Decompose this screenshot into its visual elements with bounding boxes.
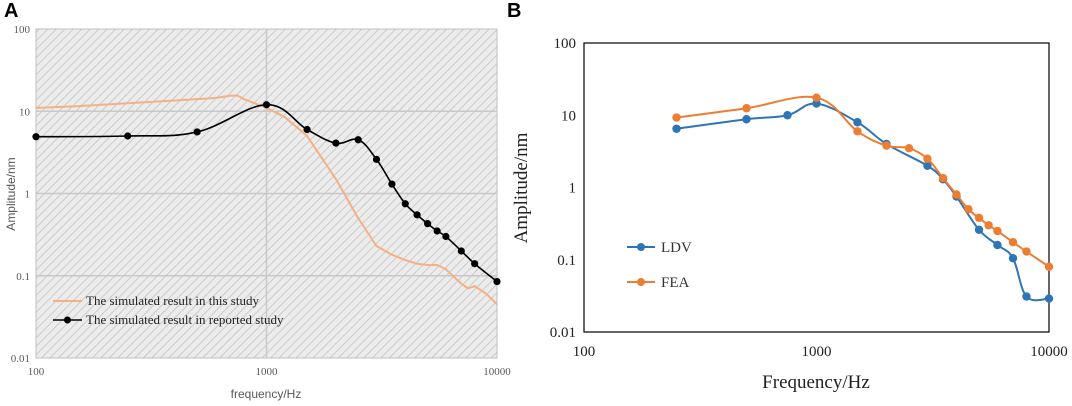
legend-b-label-ldv: LDV — [661, 240, 692, 256]
data-point — [923, 154, 932, 163]
data-point — [471, 260, 479, 268]
chart-b-x-tick-label: 1000 — [802, 344, 832, 360]
chart-a-y-tick-labels: 0.01 0.1 1 10 100 — [11, 24, 31, 365]
data-point — [923, 161, 932, 170]
data-point — [904, 143, 914, 153]
chart-a-y-axis-label: Amplitude/nm — [4, 157, 18, 230]
chart-b-y-tick-label: 0.01 — [550, 325, 576, 341]
chart-b-y-tick-label: 0.1 — [557, 253, 576, 269]
data-point — [853, 127, 862, 136]
chart-a-y-tick-label: 1 — [25, 189, 31, 201]
data-point — [672, 124, 681, 133]
chart-b-x-tick-label: 100 — [573, 344, 596, 360]
chart-b-x-tick-labels: 100 1000 10000 — [573, 344, 1068, 360]
data-point — [742, 115, 751, 124]
data-point — [303, 125, 311, 134]
chart-a-y-tick-label: 0.1 — [16, 271, 30, 283]
chart-b-y-tick-label: 10 — [561, 108, 576, 124]
data-point — [388, 180, 396, 188]
chart-b-legend: LDV FEA — [627, 240, 692, 291]
data-point — [984, 221, 993, 230]
chart-b-series — [672, 93, 1054, 303]
data-point — [1044, 294, 1054, 303]
chart-a-y-tick-label: 0.01 — [11, 353, 30, 365]
chart-a-y-tick-label: 10 — [19, 106, 31, 118]
data-point — [262, 101, 271, 109]
data-point — [1022, 292, 1031, 301]
data-point — [742, 104, 751, 113]
data-point — [193, 128, 201, 136]
data-point — [672, 113, 681, 122]
data-point — [413, 211, 421, 219]
panel-label-a: A — [4, 0, 18, 22]
data-point — [493, 277, 501, 286]
chart-a-x-tick-labels: 100 1000 10000 — [28, 366, 512, 378]
chart-a-series — [32, 94, 501, 305]
panel-label-b: B — [507, 0, 521, 22]
data-point — [1044, 262, 1054, 271]
chart-a-x-tick-label: 1000 — [256, 366, 279, 378]
legend-b-label-fea: FEA — [661, 275, 690, 291]
data-point — [332, 139, 340, 147]
legend-b-marker-ldv — [637, 243, 645, 251]
data-point — [964, 205, 973, 214]
chart-a-y-tick-label: 100 — [14, 24, 31, 36]
legend-a-label-reported: The simulated result in reported study — [86, 312, 284, 327]
data-point — [882, 141, 891, 150]
data-point — [32, 133, 40, 141]
data-point — [812, 99, 821, 108]
series-line-ldv — [676, 102, 1050, 302]
legend-a-marker-reported — [64, 316, 71, 324]
data-point — [993, 226, 1002, 236]
data-point — [372, 155, 381, 163]
legend-b-marker-fea — [637, 278, 645, 286]
data-point — [938, 173, 948, 183]
chart-b-y-tick-label: 1 — [569, 181, 577, 197]
data-point — [1022, 247, 1031, 256]
data-point — [1008, 254, 1018, 263]
chart-a-x-tick-label: 10000 — [483, 366, 511, 378]
chart-a-gridlines — [36, 29, 497, 358]
data-point — [124, 132, 132, 140]
data-point — [401, 200, 409, 208]
data-point — [853, 118, 862, 127]
data-point — [1008, 237, 1018, 247]
data-point — [457, 247, 465, 255]
chart-b-y-axis-label: Amplitude/nm — [511, 132, 532, 243]
data-point — [993, 240, 1002, 250]
data-point — [974, 213, 984, 223]
chart-b-y-tick-labels: 0.01 0.1 1 10 100 — [550, 36, 576, 341]
chart-b-plot-area — [583, 42, 1050, 333]
chart-a-x-axis-label: frequency/Hz — [231, 387, 302, 401]
data-point — [974, 225, 984, 234]
data-point — [952, 190, 961, 199]
legend-a-label-this-study: The simulated result in this study — [86, 293, 259, 308]
series-line-fea — [676, 95, 1050, 268]
chart-b-y-tick-label: 100 — [554, 36, 577, 52]
data-point — [433, 227, 441, 235]
chart-b-x-tick-label: 10000 — [1030, 344, 1068, 360]
data-point — [442, 232, 450, 241]
series-line-the-simulated-result-in-this-study — [35, 94, 498, 305]
data-point — [424, 220, 432, 228]
chart-b-x-axis-label: Frequency/Hz — [762, 372, 870, 393]
data-point — [812, 93, 821, 102]
data-point — [783, 111, 792, 120]
chart-a-x-tick-label: 100 — [28, 366, 45, 378]
data-point — [354, 136, 362, 144]
chart-a-legend: The simulated result in this study The s… — [53, 293, 284, 327]
